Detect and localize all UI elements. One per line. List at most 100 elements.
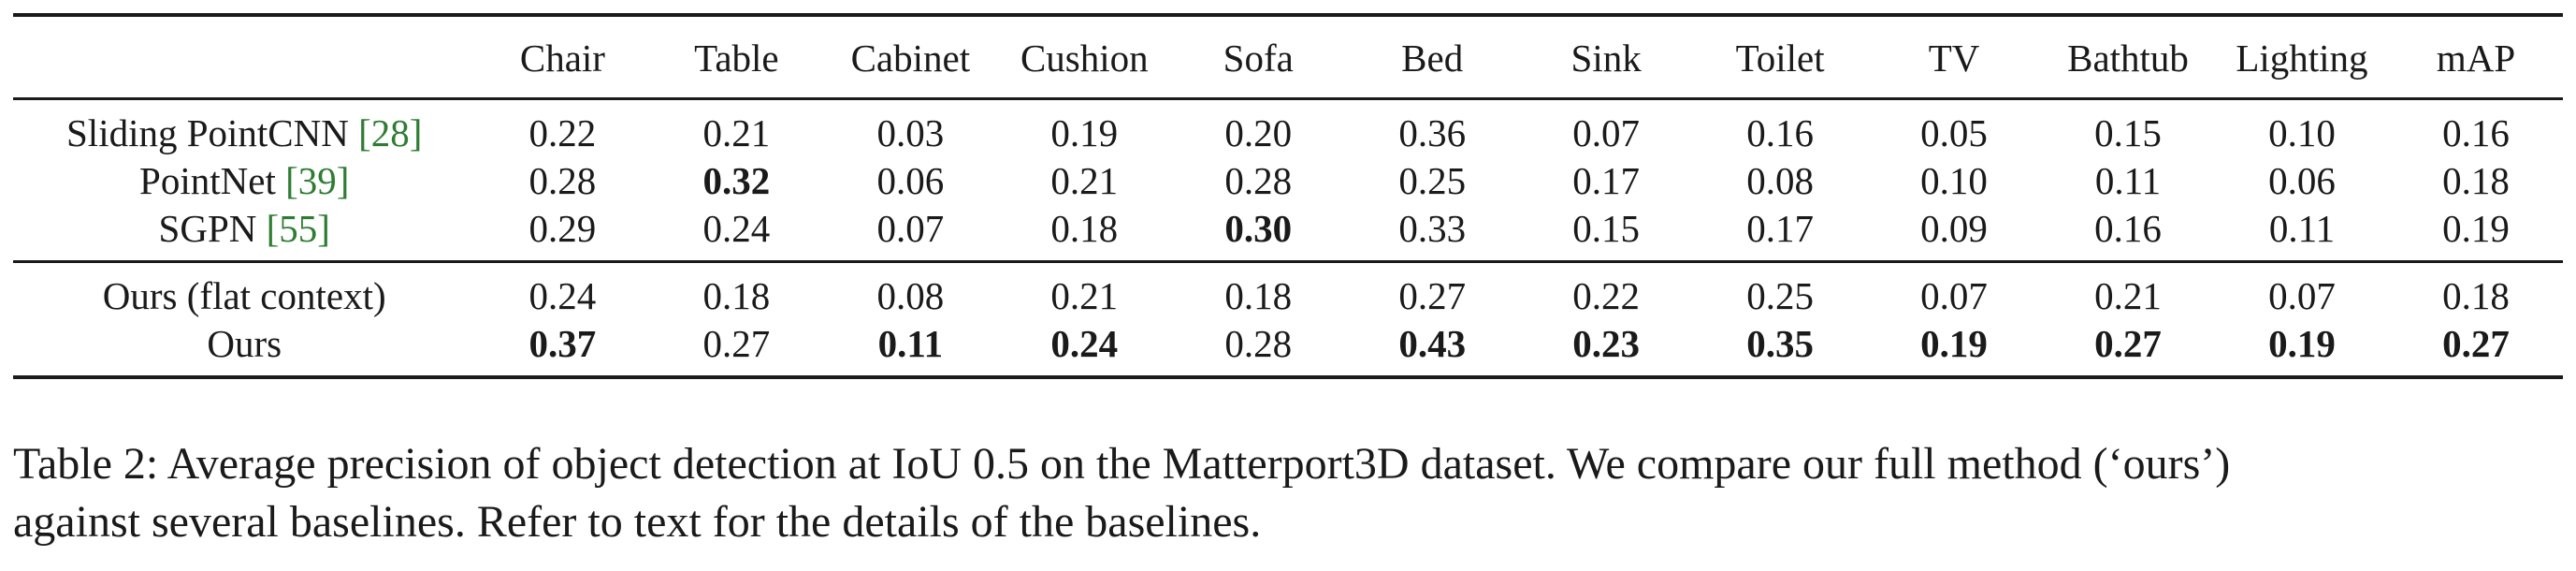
- value-cell: 0.07: [823, 204, 998, 263]
- value-cell: 0.27: [1398, 273, 1467, 317]
- value-cell: 0.17: [1572, 158, 1641, 202]
- method-name: PointNet: [139, 158, 276, 202]
- table-row: PointNet [39] 0.28 0.32 0.06 0.21 0.28 0.25 0.1…: [13, 156, 2563, 204]
- value-cell: 0.20: [1224, 110, 1293, 154]
- header-lighting: Lighting: [2214, 13, 2389, 100]
- value-cell: 0.19: [2214, 319, 2389, 379]
- header-row: Chair Table Cabinet Cushion Sofa Bed Sink Toile…: [13, 13, 2563, 100]
- value-cell: 0.21: [1050, 273, 1119, 317]
- method-name: Sliding PointCNN: [66, 110, 349, 154]
- value-cell: 0.08: [1746, 158, 1814, 202]
- value-cell: 0.18: [997, 204, 1172, 263]
- method-name-cell: SGPN [55]: [13, 204, 476, 263]
- value-cell: 0.18: [2442, 158, 2510, 202]
- value-cell: 0.18: [1224, 273, 1293, 317]
- value-cell: 0.21: [1050, 158, 1119, 202]
- value-cell: 0.15: [2094, 110, 2162, 154]
- method-name-cell: Ours (flat context): [13, 262, 475, 320]
- row-group: Sliding PointCNN [28] 0.22 0.21 0.03 0.19 0.2…: [13, 99, 2563, 263]
- value-cell: 0.18: [702, 273, 771, 317]
- value-cell: 0.27: [649, 319, 824, 379]
- value-cell: 0.11: [2094, 158, 2162, 202]
- table-caption: Table 2: Average precision of object det…: [13, 435, 2563, 551]
- method-name: SGPN: [158, 206, 257, 250]
- value-cell: 0.30: [1171, 204, 1346, 263]
- value-cell: 0.19: [1050, 110, 1119, 154]
- header-bathtub: Bathtub: [2041, 13, 2215, 100]
- header-tv: TV: [1867, 13, 2042, 100]
- value-cell: 0.16: [2442, 110, 2510, 154]
- value-cell: 0.21: [702, 110, 771, 154]
- value-cell: 0.35: [1693, 319, 1868, 379]
- value-cell: 0.27: [2041, 319, 2215, 379]
- header-sofa: Sofa: [1171, 13, 1346, 100]
- value-cell: 0.32: [702, 158, 771, 202]
- value-cell: 0.25: [1398, 158, 1467, 202]
- header-bed: Bed: [1345, 13, 1520, 100]
- value-cell: 0.19: [2388, 204, 2563, 263]
- value-cell: 0.06: [876, 158, 945, 202]
- method-name-cell: Ours: [13, 319, 476, 379]
- value-cell: 0.25: [1746, 273, 1814, 317]
- value-cell: 0.10: [2268, 110, 2336, 154]
- value-cell: 0.19: [1867, 319, 2042, 379]
- value-cell: 0.16: [2041, 204, 2215, 263]
- value-cell: 0.29: [475, 204, 650, 263]
- caption-line-1: Table 2: Average precision of object det…: [13, 439, 2231, 489]
- table-row: Sliding PointCNN [28] 0.22 0.21 0.03 0.19 0.2…: [13, 99, 2563, 157]
- header-toilet: Toilet: [1693, 13, 1868, 100]
- method-name: Ours: [207, 321, 282, 365]
- results-table-container: Chair Table Cabinet Cushion Sofa Bed Sink Toile…: [13, 13, 2563, 379]
- header-table: Table: [649, 13, 824, 100]
- value-cell: 0.15: [1519, 204, 1694, 263]
- value-cell: 0.17: [1693, 204, 1868, 263]
- value-cell: 0.36: [1398, 110, 1467, 154]
- table-row: SGPN [55] 0.29 0.24 0.07 0.18 0.30 0.33 0.15 0.1…: [13, 204, 2563, 263]
- citation-link[interactable]: [39]: [285, 158, 350, 202]
- method-name-cell: PointNet [39]: [13, 156, 475, 204]
- value-cell: 0.07: [1920, 273, 1988, 317]
- caption-line-2: against several baselines. Refer to text…: [13, 497, 1262, 547]
- value-cell: 0.03: [876, 110, 945, 154]
- value-cell: 0.09: [1867, 204, 2042, 263]
- value-cell: 0.11: [2214, 204, 2389, 263]
- value-cell: 0.07: [1572, 110, 1641, 154]
- value-cell: 0.21: [2094, 273, 2162, 317]
- table-row: Ours (flat context) 0.24 0.18 0.08 0.21 0.18 0…: [13, 262, 2563, 320]
- value-cell: 0.06: [2268, 158, 2336, 202]
- value-cell: 0.33: [1345, 204, 1520, 263]
- table-row: Ours 0.37 0.27 0.11 0.24 0.28 0.43 0.23 0.35 0.19…: [13, 319, 2563, 379]
- value-cell: 0.18: [2442, 273, 2510, 317]
- method-name: Ours (flat context): [102, 273, 386, 317]
- header-method-column: [13, 13, 476, 100]
- header-cushion: Cushion: [997, 13, 1172, 100]
- header-cabinet: Cabinet: [823, 13, 998, 100]
- citation-link[interactable]: [28]: [358, 110, 423, 154]
- value-cell: 0.11: [823, 319, 998, 379]
- value-cell: 0.08: [876, 273, 945, 317]
- method-name-cell: Sliding PointCNN [28]: [13, 99, 475, 157]
- row-group: Ours (flat context) 0.24 0.18 0.08 0.21 0.18 0…: [13, 262, 2563, 379]
- value-cell: 0.37: [475, 319, 650, 379]
- value-cell: 0.28: [528, 158, 597, 202]
- value-cell: 0.22: [528, 110, 597, 154]
- value-cell: 0.24: [649, 204, 824, 263]
- results-table: Chair Table Cabinet Cushion Sofa Bed Sink Toile…: [13, 13, 2563, 379]
- value-cell: 0.10: [1920, 158, 1988, 202]
- value-cell: 0.22: [1572, 273, 1641, 317]
- header-sink: Sink: [1519, 13, 1694, 100]
- value-cell: 0.28: [1171, 319, 1346, 379]
- value-cell: 0.43: [1345, 319, 1520, 379]
- table-header: Chair Table Cabinet Cushion Sofa Bed Sink Toile…: [13, 13, 2563, 100]
- header-chair: Chair: [475, 13, 650, 100]
- value-cell: 0.16: [1746, 110, 1814, 154]
- value-cell: 0.24: [528, 273, 597, 317]
- value-cell: 0.28: [1224, 158, 1293, 202]
- value-cell: 0.05: [1920, 110, 1988, 154]
- header-map: mAP: [2388, 13, 2563, 100]
- value-cell: 0.27: [2388, 319, 2563, 379]
- value-cell: 0.07: [2268, 273, 2336, 317]
- value-cell: 0.24: [997, 319, 1172, 379]
- value-cell: 0.23: [1519, 319, 1694, 379]
- citation-link[interactable]: [55]: [266, 206, 330, 250]
